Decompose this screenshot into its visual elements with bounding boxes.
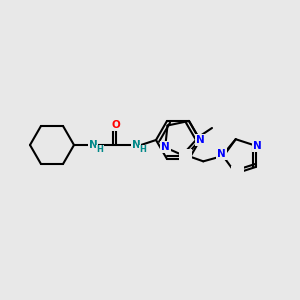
Text: N: N bbox=[181, 151, 190, 161]
Text: N: N bbox=[132, 140, 140, 150]
Text: N: N bbox=[217, 149, 226, 159]
Text: N: N bbox=[254, 141, 262, 151]
Text: N: N bbox=[233, 169, 242, 178]
Text: N: N bbox=[181, 151, 190, 161]
Text: N: N bbox=[196, 135, 204, 145]
Text: N: N bbox=[233, 169, 242, 178]
Text: O: O bbox=[112, 120, 120, 130]
Text: N: N bbox=[161, 142, 170, 152]
Text: H: H bbox=[140, 146, 146, 154]
Text: H: H bbox=[97, 146, 104, 154]
Text: N: N bbox=[88, 140, 98, 150]
